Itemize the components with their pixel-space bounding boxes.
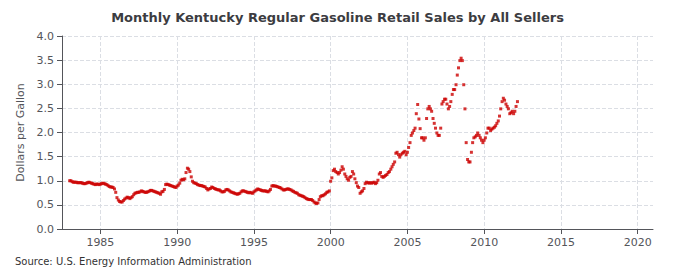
svg-text:1995: 1995 (240, 236, 268, 249)
svg-text:3.5: 3.5 (37, 54, 55, 67)
svg-text:2000: 2000 (317, 236, 345, 249)
svg-text:1.0: 1.0 (37, 174, 55, 187)
svg-text:2.0: 2.0 (37, 126, 55, 139)
svg-text:2015: 2015 (547, 236, 575, 249)
svg-text:0.5: 0.5 (37, 198, 55, 211)
svg-text:Dollars per Gallon: Dollars per Gallon (14, 83, 27, 182)
svg-text:1985: 1985 (86, 236, 114, 249)
svg-text:2010: 2010 (470, 236, 498, 249)
svg-text:3.0: 3.0 (37, 78, 55, 91)
svg-text:0.0: 0.0 (37, 223, 55, 236)
svg-text:4.0: 4.0 (37, 30, 55, 43)
svg-text:Source: U.S. Energy Informatio: Source: U.S. Energy Information Administ… (15, 256, 252, 267)
svg-text:2.5: 2.5 (37, 102, 55, 115)
svg-text:2005: 2005 (393, 236, 421, 249)
svg-text:2020: 2020 (624, 236, 652, 249)
svg-text:1.5: 1.5 (37, 150, 55, 163)
svg-text:Monthly Kentucky Regular Gasol: Monthly Kentucky Regular Gasoline Retail… (111, 10, 564, 25)
svg-text:1990: 1990 (163, 236, 191, 249)
